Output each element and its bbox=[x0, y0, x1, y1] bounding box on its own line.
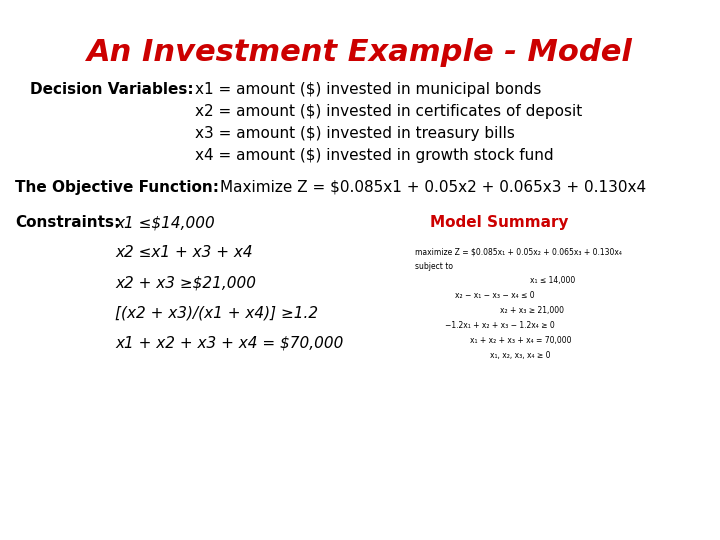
Text: x2 ≤x1 + x3 + x4: x2 ≤x1 + x3 + x4 bbox=[115, 245, 253, 260]
Text: x1 ≤$14,000: x1 ≤$14,000 bbox=[115, 215, 215, 230]
Text: x₁ + x₂ + x₃ + x₄ = 70,000: x₁ + x₂ + x₃ + x₄ = 70,000 bbox=[470, 336, 572, 345]
Text: x₂ + x₃ ≥ 21,000: x₂ + x₃ ≥ 21,000 bbox=[500, 306, 564, 315]
Text: The Objective Function:: The Objective Function: bbox=[15, 180, 219, 195]
Text: Decision Variables:: Decision Variables: bbox=[30, 82, 194, 97]
Text: Model Summary: Model Summary bbox=[430, 215, 569, 230]
Text: Maximize Z = $0.085x1 + 0.05x2 + 0.065x3 + 0.130x4: Maximize Z = $0.085x1 + 0.05x2 + 0.065x3… bbox=[220, 180, 646, 195]
Text: x4 = amount ($) invested in growth stock fund: x4 = amount ($) invested in growth stock… bbox=[195, 148, 554, 163]
Text: x1 + x2 + x3 + x4 = $70,000: x1 + x2 + x3 + x4 = $70,000 bbox=[115, 335, 343, 350]
Text: −1.2x₁ + x₂ + x₃ − 1.2x₄ ≥ 0: −1.2x₁ + x₂ + x₃ − 1.2x₄ ≥ 0 bbox=[445, 321, 554, 330]
Text: x₁ ≤ 14,000: x₁ ≤ 14,000 bbox=[530, 276, 575, 285]
Text: An Investment Example - Model: An Investment Example - Model bbox=[87, 38, 633, 67]
Text: x2 = amount ($) invested in certificates of deposit: x2 = amount ($) invested in certificates… bbox=[195, 104, 582, 119]
Text: x3 = amount ($) invested in treasury bills: x3 = amount ($) invested in treasury bil… bbox=[195, 126, 515, 141]
Text: subject to: subject to bbox=[415, 262, 453, 271]
Text: x1 = amount ($) invested in municipal bonds: x1 = amount ($) invested in municipal bo… bbox=[195, 82, 541, 97]
Text: maximize Z = $0.085x₁ + 0.05x₂ + 0.065x₃ + 0.130x₄: maximize Z = $0.085x₁ + 0.05x₂ + 0.065x₃… bbox=[415, 248, 622, 257]
Text: x2 + x3 ≥$21,000: x2 + x3 ≥$21,000 bbox=[115, 275, 256, 290]
Text: [(x2 + x3)/(x1 + x4)] ≥1.2: [(x2 + x3)/(x1 + x4)] ≥1.2 bbox=[115, 305, 318, 320]
Text: x₂ − x₁ − x₃ − x₄ ≤ 0: x₂ − x₁ − x₃ − x₄ ≤ 0 bbox=[455, 291, 535, 300]
Text: Constraints:: Constraints: bbox=[15, 215, 120, 230]
Text: x₁, x₂, x₃, x₄ ≥ 0: x₁, x₂, x₃, x₄ ≥ 0 bbox=[490, 351, 551, 360]
